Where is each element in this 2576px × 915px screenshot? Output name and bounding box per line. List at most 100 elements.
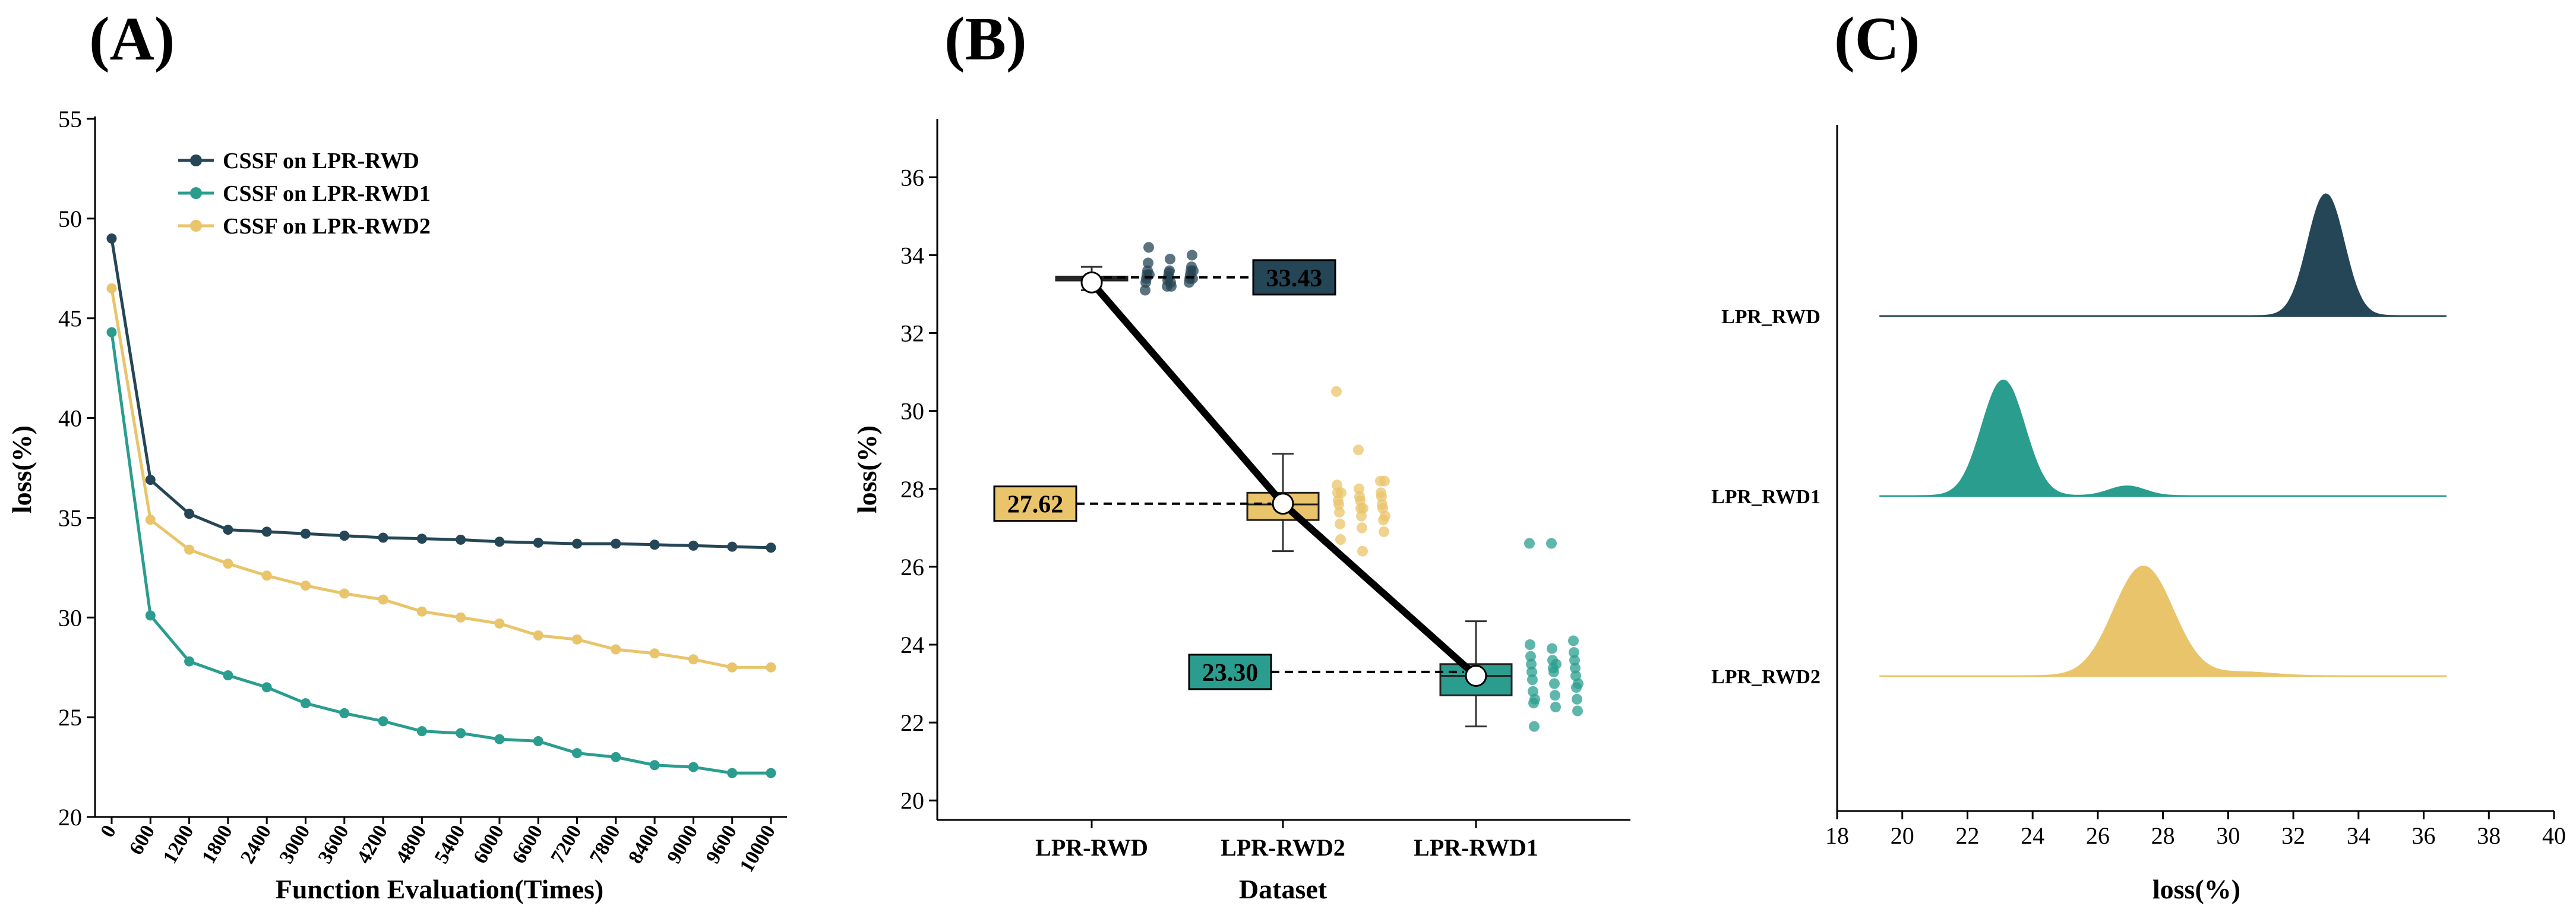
panel-a-data-point (572, 538, 583, 549)
panel-a-data-point (416, 726, 427, 737)
panel-a-series-line (110, 238, 772, 550)
panel-a-data-point (223, 559, 233, 569)
panel-b-jitter-point (1569, 647, 1579, 658)
panel-a-data-point (184, 509, 195, 519)
panel-a-data-point (261, 570, 272, 581)
panel-b-category-label: LPR-RWD (1035, 834, 1148, 861)
panel-c-x-tick-label: 36 (2412, 822, 2436, 849)
panel-a-data-point (611, 752, 621, 762)
panel-b-jitter-point (1573, 678, 1583, 689)
panel-b-y-tick-label: 30 (900, 398, 924, 425)
panel-b-jitter-point (1527, 674, 1538, 685)
panel-a-legend-marker (190, 220, 202, 232)
panel-a-data-point (533, 630, 543, 640)
panel-a-data-point (145, 610, 156, 621)
panel-a-y-tick-label: 30 (58, 604, 82, 631)
panel-c-ridges: LPR_RWD LPR_RWD1 LPR_RWD2 (1711, 193, 2447, 688)
panel-a-x-tick-label: 9000 (663, 822, 702, 867)
panel-b-y-tick-label: 32 (900, 320, 924, 347)
panel-a-data-point (494, 734, 505, 744)
panel-a-legend: CSSF on LPR-RWD CSSF on LPR-RWD1 CSSF on L… (178, 149, 431, 239)
panel-b-jitter-point (1569, 655, 1580, 666)
panel-a-data-point (261, 682, 272, 693)
panel-b-y-tick-label: 28 (900, 476, 924, 503)
panel-b-jitter-point (1547, 643, 1557, 654)
panel-b-jitter-point (1380, 510, 1390, 522)
panel-b-mean-marker (1272, 493, 1294, 515)
panel-c-x-tick-label: 40 (2542, 822, 2566, 849)
panel-b-jitter-point (1336, 487, 1347, 498)
panel-a-label: (A) (89, 5, 175, 73)
panel-b-y-tick-label: 22 (900, 709, 924, 736)
panel-c-x-tick-label: 28 (2151, 822, 2175, 849)
panel-a-x-tick-label: 0 (96, 822, 121, 841)
panel-a-x-tick-label: 3000 (275, 822, 314, 867)
panel-b-jitter-point (1568, 635, 1579, 646)
panel-b-jitter-point (1526, 666, 1537, 677)
panel-a-data-point (339, 588, 350, 599)
panel-a-data-point (727, 541, 738, 552)
panel-a-x-tick-label: 1200 (159, 822, 198, 867)
panel-a-data-point (378, 532, 388, 543)
panel-a-y-axis-label: loss(%) (7, 425, 37, 513)
panel-a-data-point (223, 525, 233, 535)
panel-a-data-point (533, 537, 543, 548)
panel-b-jitter-point (1546, 538, 1557, 549)
panel-b-jitter-point (1379, 526, 1389, 537)
panel-b-axes: 20 22 24 26 28 30 32 34 36 LPR-RWD LPR-RWD2 LPR-RWD… (900, 119, 1630, 861)
panel-a-y-tick-label: 25 (58, 704, 82, 731)
panel-a-data-point (339, 531, 350, 541)
panel-b-category-label: LPR-RWD2 (1221, 834, 1345, 861)
panel-c-ridge-label: LPR_RWD (1721, 306, 1820, 328)
panel-a-data-point (572, 748, 583, 759)
panel-b-jitter-point (1357, 545, 1368, 557)
panel-a-legend-marker (190, 154, 202, 166)
panel-b-jitter-point (1333, 499, 1344, 510)
panel-a-data-point (649, 648, 660, 659)
panel-a-data-point (456, 728, 466, 739)
panel-a-data-point (688, 762, 698, 772)
panel-b-y-axis-label: loss(%) (852, 425, 882, 513)
panel-a-x-tick-label: 600 (125, 822, 160, 859)
panel-a-legend-label: CSSF on LPR-RWD2 (223, 214, 431, 239)
panel-a-data-point (416, 534, 427, 544)
panel-b-jitter-point (1572, 693, 1582, 705)
panel-c-density-ridge (1879, 565, 2447, 677)
panel-b-jitter-point (1529, 721, 1540, 732)
panel-a-data-point (649, 760, 660, 771)
panel-a-y-tick-label: 40 (58, 405, 82, 432)
panel-b-mean-box (1252, 259, 1336, 296)
panel-a-data-point (688, 540, 698, 551)
panel-a-data-point (456, 612, 466, 623)
panel-b-jitter-point (1357, 522, 1367, 534)
panel-b-mean-box (1188, 654, 1272, 690)
panel-a-data-point (261, 526, 272, 537)
panel-b-mean-box (993, 485, 1077, 522)
panel-b-jitter-point (1165, 254, 1175, 264)
panel-a-data-point (494, 618, 505, 629)
panel-b-jitter-point (1525, 639, 1535, 650)
panel-b-jitter-point (1140, 285, 1150, 296)
panel-a-data-point (378, 594, 388, 605)
panel-b-box-plot: (B) 20 22 24 26 28 30 32 34 36 LPR-RWD LPR-RWD2 LPR… (852, 5, 1630, 904)
panel-a-data-point (611, 538, 621, 549)
panel-c-x-tick-label: 32 (2281, 822, 2305, 849)
panel-b-mean-marker (1080, 271, 1103, 294)
panel-b-y-tick-label: 36 (900, 164, 924, 191)
panel-a-y-tick-label: 20 (58, 804, 82, 831)
panel-a-series (106, 233, 776, 778)
panel-b-jitter-point (1143, 257, 1153, 269)
panel-a-data-point (727, 662, 738, 673)
panel-b-jitter-point (1353, 444, 1364, 456)
panel-a-data-point (727, 768, 738, 778)
panel-b-jitter-point (1572, 705, 1583, 717)
panel-a-data-point (300, 528, 311, 539)
panel-c-x-tick-label: 26 (2086, 822, 2110, 849)
panel-b-jitter-point (1334, 507, 1345, 518)
panel-b-jitter-point (1379, 475, 1390, 487)
panel-b-mean-marker (1465, 664, 1487, 687)
panel-a-x-tick-label: 1800 (198, 822, 237, 867)
panel-b-y-tick-label: 34 (900, 242, 924, 269)
panel-c-x-tick-label: 34 (2347, 822, 2370, 849)
